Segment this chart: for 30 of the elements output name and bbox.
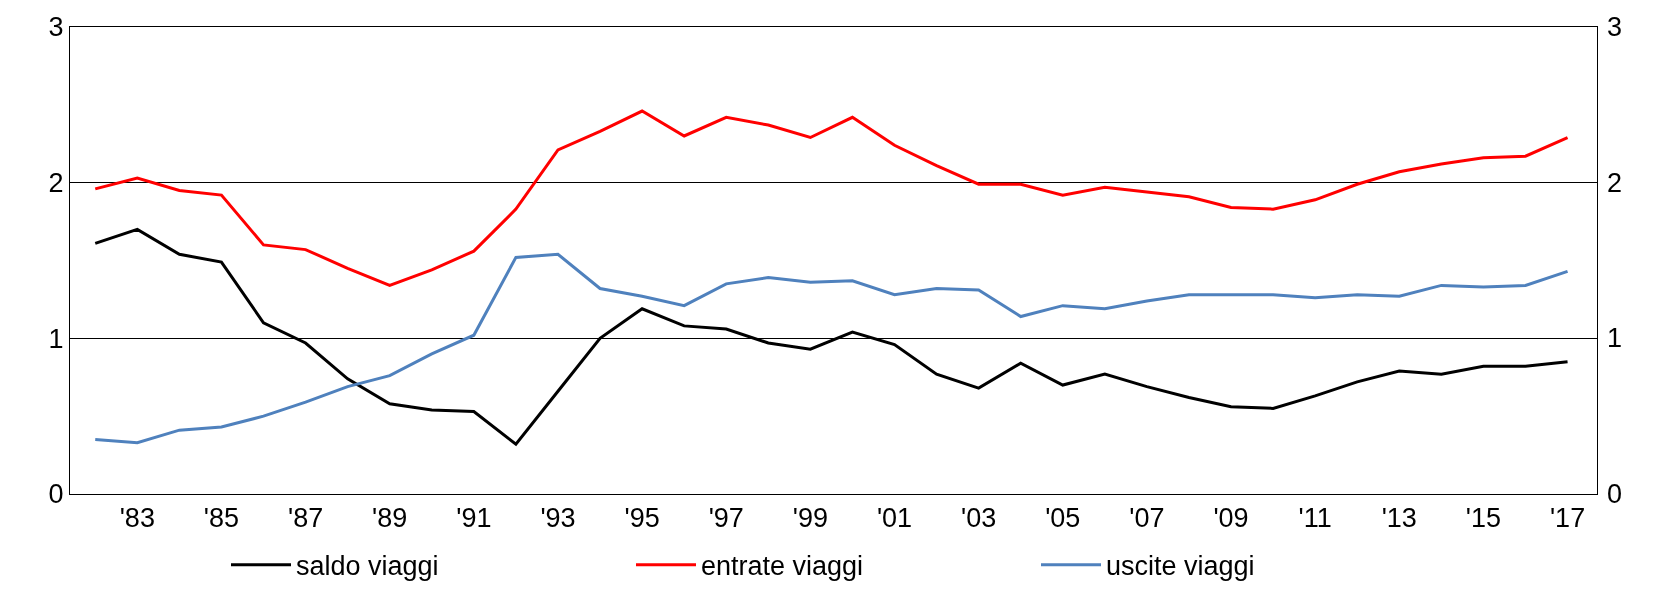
y2-tick-label: 1 <box>1607 323 1623 353</box>
x-tick-label: '17 <box>1549 503 1586 534</box>
x-tick-label: '15 <box>1465 503 1502 534</box>
x-tick-label: '89 <box>372 503 408 534</box>
legend-label: entrate viaggi <box>701 551 864 582</box>
legend-label: saldo viaggi <box>296 551 439 582</box>
x-tick-label: '83 <box>119 503 155 534</box>
x-tick-label: '91 <box>456 503 492 534</box>
x-tick-label: '85 <box>203 503 240 534</box>
x-tick-label: '09 <box>1213 503 1249 534</box>
x-tick-label: '01 <box>876 503 913 534</box>
y-tick-label: 0 <box>48 479 64 510</box>
x-tick-label: '97 <box>708 503 744 534</box>
x-tick-label: '13 <box>1381 503 1417 534</box>
x-tick-label: '07 <box>1129 503 1165 534</box>
x-tick-label: '05 <box>1045 503 1081 534</box>
x-tick-label: '11 <box>1298 503 1332 534</box>
y2-tick-label: 2 <box>1607 168 1623 198</box>
y-tick-label: 2 <box>48 168 64 199</box>
y2-tick-label: 3 <box>1607 12 1623 42</box>
x-tick-label: '87 <box>287 503 324 534</box>
y-tick-label: 1 <box>48 323 64 354</box>
x-tick-label: '99 <box>792 503 828 534</box>
y2-tick-label: 0 <box>1607 479 1623 509</box>
legend-label: uscite viaggi <box>1106 551 1255 582</box>
x-tick-label: '93 <box>540 503 576 534</box>
y-tick-label: 3 <box>48 12 64 43</box>
x-tick-label: '03 <box>961 503 997 534</box>
x-tick-label: '95 <box>624 503 660 534</box>
line-series <box>93 109 1570 287</box>
